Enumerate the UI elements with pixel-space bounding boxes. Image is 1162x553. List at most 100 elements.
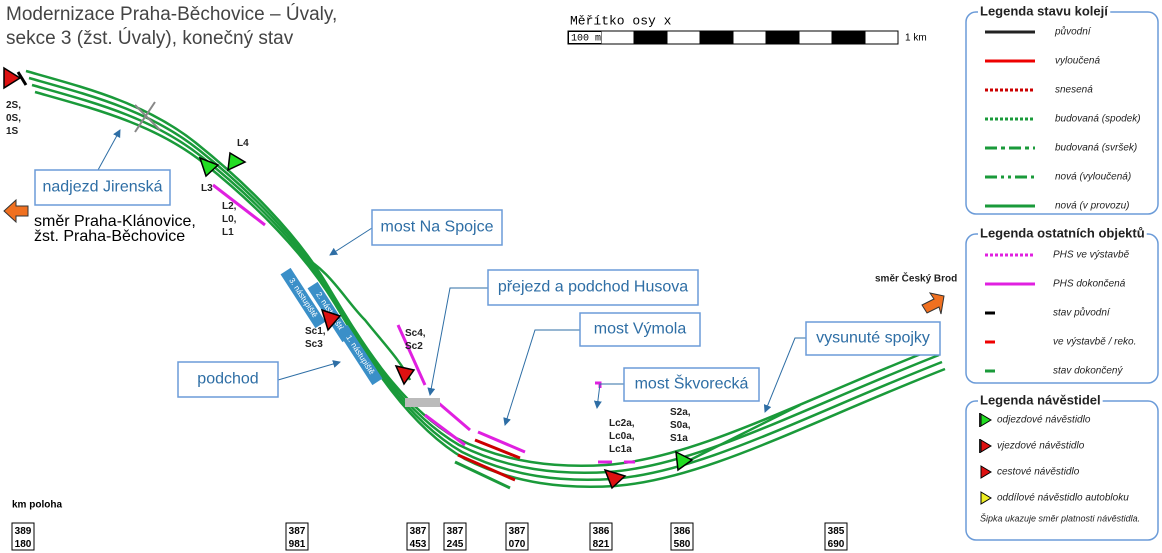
- legend-item: vyloučená: [1055, 56, 1100, 67]
- km-position-line: 387: [447, 526, 464, 537]
- signal-label-line: Sc1,: [305, 326, 326, 337]
- legend-item: PHS ve výstavbě: [1053, 250, 1130, 261]
- signal-label-line: Sc4,: [405, 328, 426, 339]
- km-box: [443, 522, 467, 551]
- km-position: 386 821: [593, 526, 610, 550]
- legend-item: budovaná (spodek): [1055, 114, 1141, 125]
- signal-label-line: L0,: [222, 214, 237, 225]
- scale-segment: [699, 30, 734, 45]
- km-position-line: 387: [289, 526, 306, 537]
- signal: [675, 450, 694, 472]
- direction-west-line: žst. Praha-Běchovice: [34, 228, 185, 245]
- direction-west-line: směr Praha-Klánovice,: [34, 213, 196, 230]
- callout-box: [34, 169, 171, 206]
- callout-leader: [329, 227, 373, 256]
- signal-label-line: Lc1a: [609, 444, 632, 455]
- callout-box: [579, 312, 701, 347]
- tracks: [25, 69, 946, 489]
- callout-leader: [427, 287, 488, 396]
- phs-wall: [454, 460, 511, 490]
- signal-label-line: Lc0a,: [609, 431, 635, 442]
- signal: [198, 156, 220, 178]
- signal: [227, 151, 247, 172]
- bridge-pad: [405, 398, 440, 407]
- phs-wall: [474, 438, 521, 460]
- km-position: 389 180: [15, 526, 32, 550]
- km-position-line: 690: [828, 539, 845, 550]
- legend-item: odjezdové návěstidlo: [997, 415, 1091, 426]
- km-position-line: 245: [447, 539, 464, 550]
- scale-segment: [732, 30, 767, 45]
- km-position-line: 821: [593, 539, 610, 550]
- phs-wall: [434, 398, 471, 432]
- callout-leader: [593, 383, 624, 409]
- legend-item: nová (v provozu): [1055, 201, 1129, 212]
- callout-label: most Škvorecká: [635, 374, 749, 393]
- phs-wall: [457, 453, 516, 482]
- callout-leader: [763, 337, 806, 413]
- legend-item: oddílové návěstidlo autobloku: [997, 493, 1129, 504]
- scale-label: Měřítko osy x: [570, 13, 672, 28]
- signal-label-line: L3: [201, 183, 213, 194]
- track: [34, 90, 946, 489]
- signal-label: L3: [201, 183, 213, 194]
- legend-item: ve výstavbě / reko.: [1053, 337, 1136, 348]
- direction-arrow: [921, 292, 945, 315]
- scale-segment: [633, 30, 668, 45]
- km-position-line: 070: [509, 539, 526, 550]
- legend-signal: [980, 465, 992, 479]
- callout-box: [623, 367, 760, 402]
- platform-box: [337, 324, 383, 386]
- km-position-line: 387: [410, 526, 427, 537]
- km-box: [11, 522, 35, 551]
- signal-label: L4: [237, 138, 249, 149]
- km-position-line: 385: [828, 526, 845, 537]
- km-position-line: 389: [15, 526, 32, 537]
- callout-label: přejezd a podchod Husova: [498, 279, 688, 296]
- signal-label-line: S1a: [670, 433, 688, 444]
- legend-item: PHS dokončená: [1053, 279, 1126, 290]
- callout-label: vysunuté spojky: [816, 330, 930, 347]
- km-box: [824, 522, 848, 551]
- phs-wall: [477, 430, 526, 454]
- legend-signal: [980, 491, 992, 505]
- km-box: [670, 522, 694, 551]
- callout-box: [177, 361, 279, 398]
- km-position: 387 981: [289, 526, 306, 550]
- signal-label-line: 1S: [6, 126, 19, 137]
- signal-label-line: L4: [237, 138, 249, 149]
- signal-label: L2, L0, L1: [222, 201, 237, 238]
- km-position-line: 180: [15, 539, 32, 550]
- km-position: 387 453: [410, 526, 427, 550]
- legend-title: Legenda stavu kolejí: [980, 3, 1108, 18]
- track: [28, 76, 940, 475]
- direction-arrow: [3, 198, 29, 224]
- phs-wall: [396, 324, 427, 386]
- signal: [320, 308, 342, 332]
- overpass: [134, 101, 161, 133]
- scale-end: 1 km: [905, 33, 927, 44]
- km-box: [505, 522, 529, 551]
- track: [25, 69, 937, 468]
- km-label: km poloha: [12, 500, 62, 511]
- direction-west: směr Praha-Klánovice, žst. Praha-Běchovic…: [34, 213, 196, 245]
- signal-label-line: 2S,: [6, 100, 21, 111]
- signal-label-line: L1: [222, 227, 234, 238]
- signal-label-line: L2,: [222, 201, 237, 212]
- scale-segment: [798, 30, 833, 45]
- km-position-line: 453: [410, 539, 427, 550]
- scale-segment: [600, 30, 635, 45]
- km-box: [406, 522, 430, 551]
- scale-start: 100 m: [571, 34, 601, 45]
- km-position: 386 580: [674, 526, 691, 550]
- legend-item: cestové návěstidlo: [997, 467, 1080, 478]
- signal: [3, 66, 22, 90]
- signal-label: Sc1, Sc3: [305, 326, 326, 350]
- signal-label: Lc2a, Lc0a, Lc1a: [609, 418, 635, 455]
- callout-box: [805, 321, 941, 356]
- legend-item: původní: [1054, 26, 1092, 38]
- direction-east: směr Český Brod: [875, 272, 957, 285]
- km-position: 385 690: [828, 526, 845, 550]
- legend-item: stav původní: [1053, 307, 1111, 319]
